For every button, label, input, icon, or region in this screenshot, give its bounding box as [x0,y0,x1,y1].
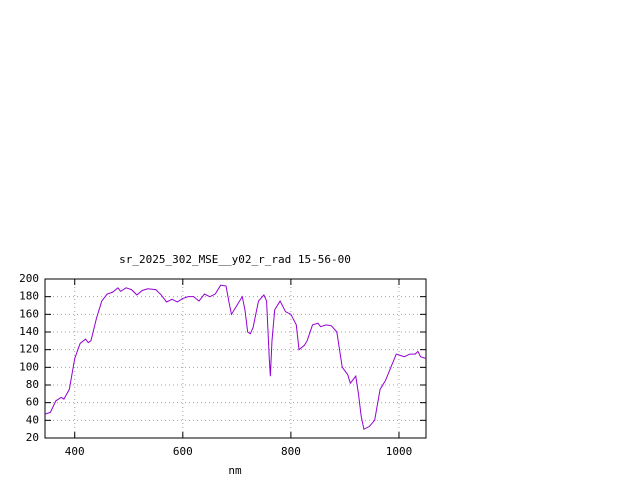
plot-frame [44,278,427,439]
y-tick-label: 40 [26,413,39,426]
x-tick-label: 400 [65,445,85,458]
y-tick-label: 80 [26,378,39,391]
x-tick-label: 1000 [386,445,413,458]
data-line [44,284,427,430]
x-tick-label: 600 [173,445,193,458]
x-tick-label: 800 [281,445,301,458]
y-tick-label: 60 [26,396,39,409]
y-tick-label: 120 [19,343,39,356]
y-tick-label: 140 [19,325,39,338]
y-tick-label: 160 [19,307,39,320]
y-tick-label: 200 [19,272,39,285]
y-tick-label: 20 [26,431,39,444]
x-axis-label: nm [228,464,242,477]
y-tick-label: 180 [19,290,39,303]
y-tick-label: 100 [19,360,39,373]
chart-title: sr_2025_302_MSE__y02_r_rad 15-56-00 [119,253,351,266]
